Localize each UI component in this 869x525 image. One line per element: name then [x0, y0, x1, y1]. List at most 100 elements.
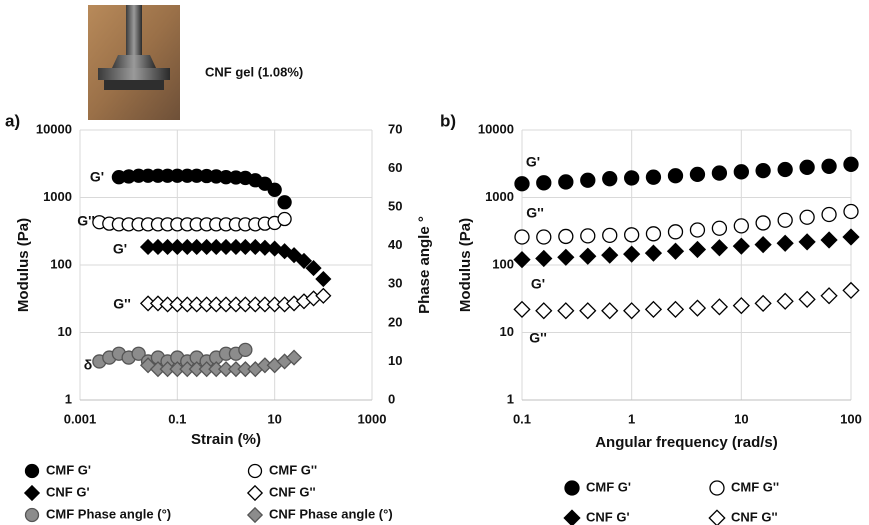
- data-point: [711, 220, 728, 236]
- legend-label: CNF G'': [269, 484, 316, 499]
- y-tick-label: 10000: [478, 121, 514, 136]
- legend-marker: [246, 484, 264, 502]
- annotation: G'': [77, 213, 95, 229]
- data-point: [732, 237, 750, 255]
- data-point: [536, 175, 552, 191]
- y-tick-label: 10: [58, 324, 72, 339]
- data-point: [689, 166, 706, 183]
- data-point: [820, 287, 838, 305]
- data-point: [799, 209, 815, 225]
- data-point: [667, 168, 684, 184]
- data-point: [602, 227, 618, 243]
- data-point: [777, 212, 793, 228]
- y2-tick-label: 20: [388, 314, 402, 329]
- legend-label: CMF G'': [269, 462, 317, 477]
- data-point: [535, 302, 553, 320]
- legend-label: CNF Phase angle (°): [269, 506, 393, 521]
- photo: [88, 5, 180, 120]
- y-tick-label: 10000: [36, 121, 72, 136]
- annotation: G': [113, 241, 127, 257]
- data-point: [667, 224, 684, 240]
- photo-caption: CNF gel (1.08%): [205, 64, 303, 79]
- data-point: [623, 245, 641, 263]
- data-point: [645, 226, 662, 242]
- data-point: [580, 172, 596, 188]
- data-point: [733, 164, 749, 180]
- annotation: G': [90, 169, 104, 185]
- y-tick-label: 100: [50, 256, 72, 271]
- y-tick-label: 1000: [485, 189, 514, 204]
- data-point: [777, 161, 793, 178]
- data-point: [580, 228, 596, 244]
- data-point: [842, 281, 860, 300]
- legend-marker: [246, 506, 264, 524]
- data-point: [645, 169, 662, 185]
- legend-marker: [563, 509, 581, 525]
- y-axis-title: Modulus (Pa): [15, 218, 32, 312]
- data-point: [558, 174, 574, 190]
- data-point: [305, 260, 322, 277]
- legend-label: CMF G'': [731, 479, 779, 494]
- y2-tick-label: 70: [388, 121, 402, 136]
- data-point: [579, 247, 597, 265]
- legend-marker: [709, 480, 725, 496]
- legend-label: CNF G': [46, 484, 90, 499]
- annotation: G': [531, 276, 545, 292]
- x-tick-label: 1: [628, 411, 635, 426]
- data-point: [514, 229, 530, 245]
- data-point: [513, 251, 531, 269]
- data-point: [285, 349, 303, 366]
- annotation: G': [526, 154, 540, 170]
- data-point: [666, 242, 685, 260]
- y2-tick-label: 40: [388, 237, 402, 252]
- data-point: [602, 171, 618, 187]
- y-tick-label: 1000: [43, 189, 72, 204]
- legend-marker: [564, 480, 580, 496]
- legend-label: CNF G'': [731, 509, 778, 524]
- legend-label: CNF G': [586, 509, 630, 524]
- legend-marker: [24, 507, 40, 523]
- data-point: [799, 159, 815, 175]
- data-point: [139, 357, 157, 374]
- data-point: [315, 270, 332, 288]
- data-point: [821, 158, 837, 174]
- data-point: [557, 248, 575, 266]
- data-point: [285, 247, 303, 264]
- data-point: [842, 228, 860, 246]
- data-point: [514, 176, 530, 192]
- data-point: [776, 234, 794, 252]
- data-point: [798, 290, 816, 308]
- legend-label: CMF G': [586, 479, 631, 494]
- data-point: [267, 182, 282, 197]
- data-point: [755, 215, 771, 231]
- x-tick-label: 0.001: [64, 411, 97, 426]
- data-point: [776, 292, 794, 310]
- data-point: [535, 249, 553, 268]
- x-tick-label: 1000: [358, 411, 387, 426]
- data-point: [644, 300, 663, 319]
- data-point: [557, 302, 575, 320]
- y-axis-title: Modulus (Pa): [457, 218, 474, 312]
- data-point: [131, 346, 146, 361]
- data-point: [277, 211, 292, 227]
- data-point: [623, 302, 641, 320]
- data-point: [295, 252, 313, 269]
- data-point: [238, 342, 253, 358]
- data-point: [688, 299, 707, 317]
- x-axis-title: Strain (%): [191, 431, 261, 448]
- data-point: [266, 240, 283, 257]
- data-point: [755, 162, 771, 179]
- data-point: [666, 300, 685, 319]
- annotation: G'': [113, 296, 131, 312]
- y-tick-label: 100: [492, 256, 514, 271]
- x-tick-label: 0.1: [513, 411, 531, 426]
- data-point: [689, 222, 706, 238]
- annotation: δ: [84, 357, 93, 373]
- data-point: [754, 294, 772, 313]
- x-tick-label: 0.1: [168, 411, 186, 426]
- data-point: [536, 229, 552, 245]
- y2-tick-label: 50: [388, 199, 402, 214]
- y2-tick-label: 10: [388, 353, 402, 368]
- legend-label: CMF Phase angle (°): [46, 506, 171, 521]
- y2-tick-label: 30: [388, 276, 402, 291]
